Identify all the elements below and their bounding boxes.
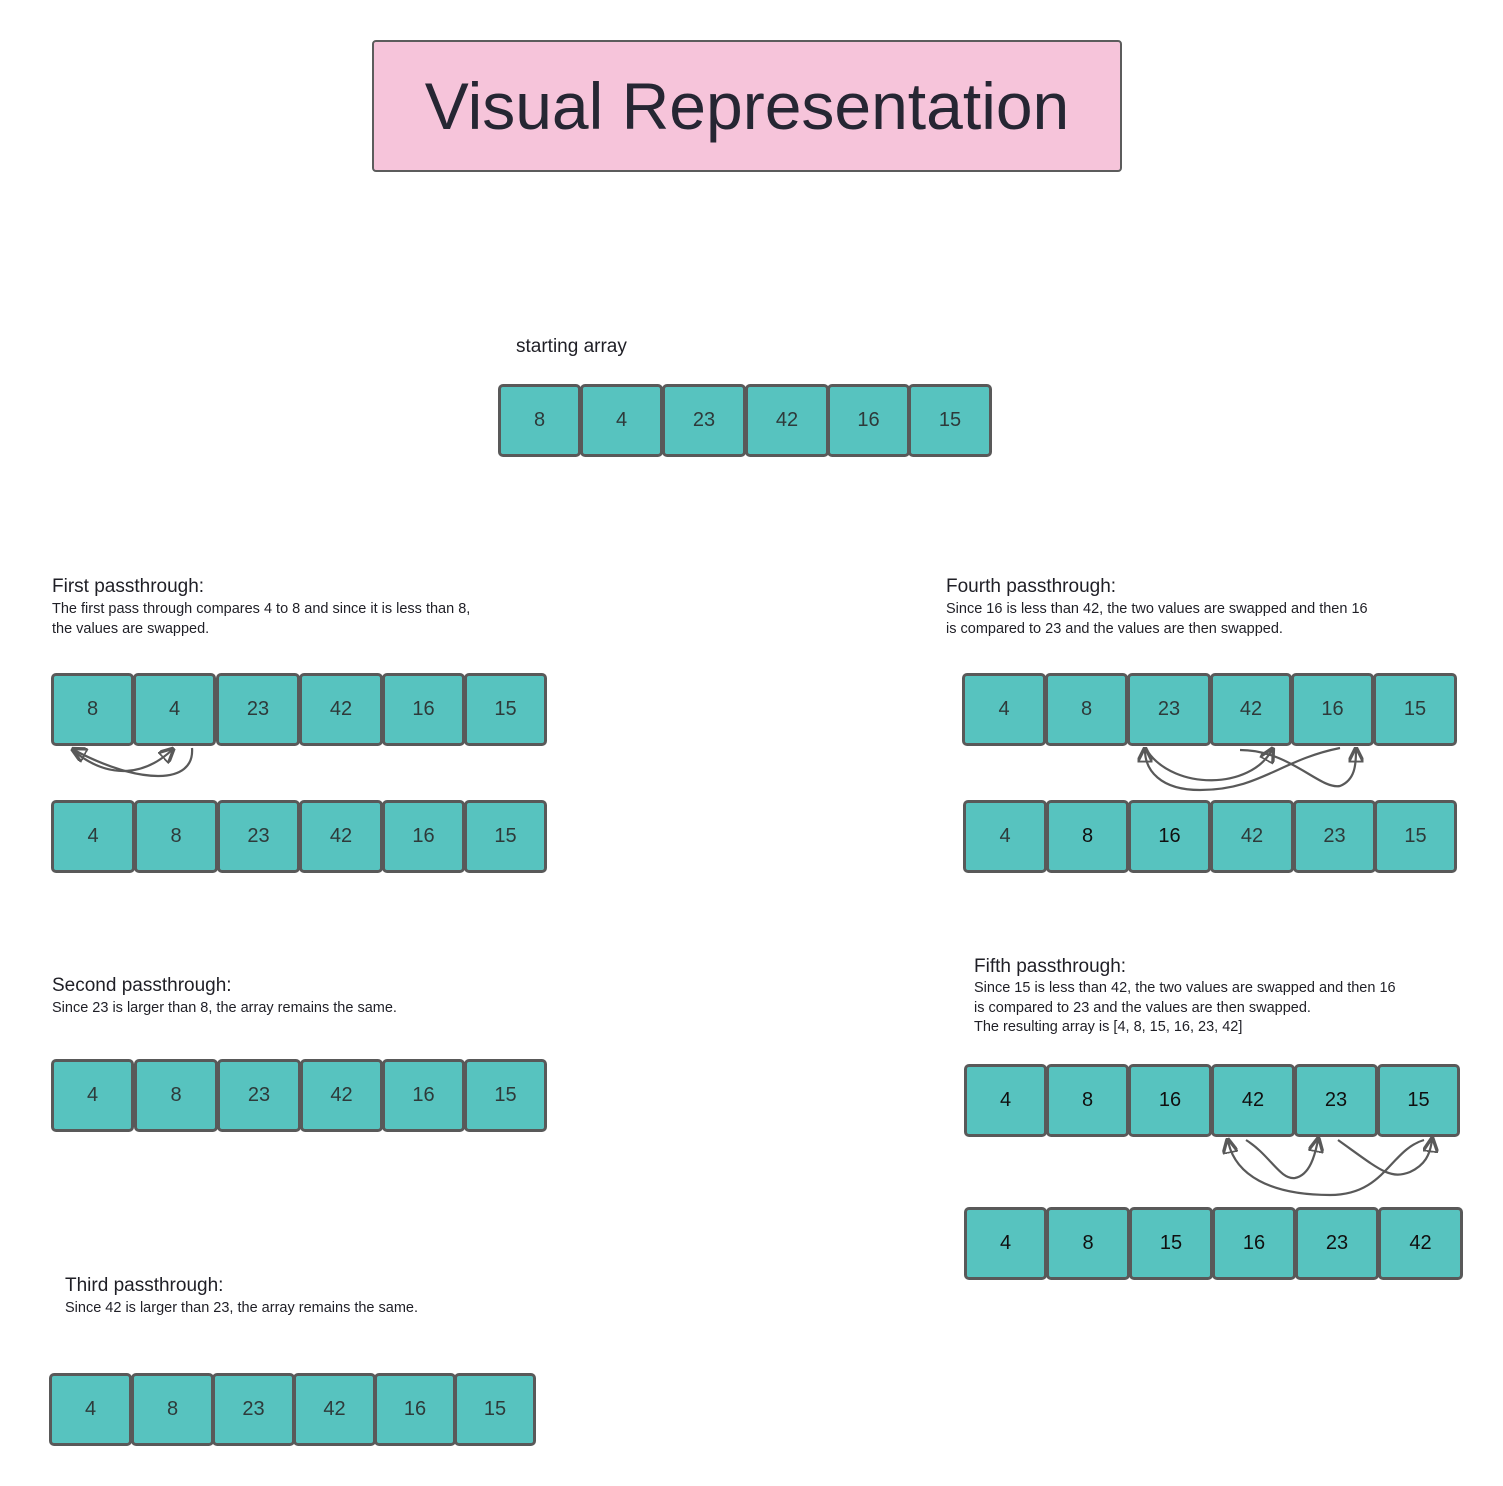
swap-arrow [1148,750,1272,780]
swap-arrow [1240,750,1356,786]
swap-arrow [1145,748,1340,790]
swap-arrow [75,750,172,771]
swap-arrow [1246,1140,1318,1178]
